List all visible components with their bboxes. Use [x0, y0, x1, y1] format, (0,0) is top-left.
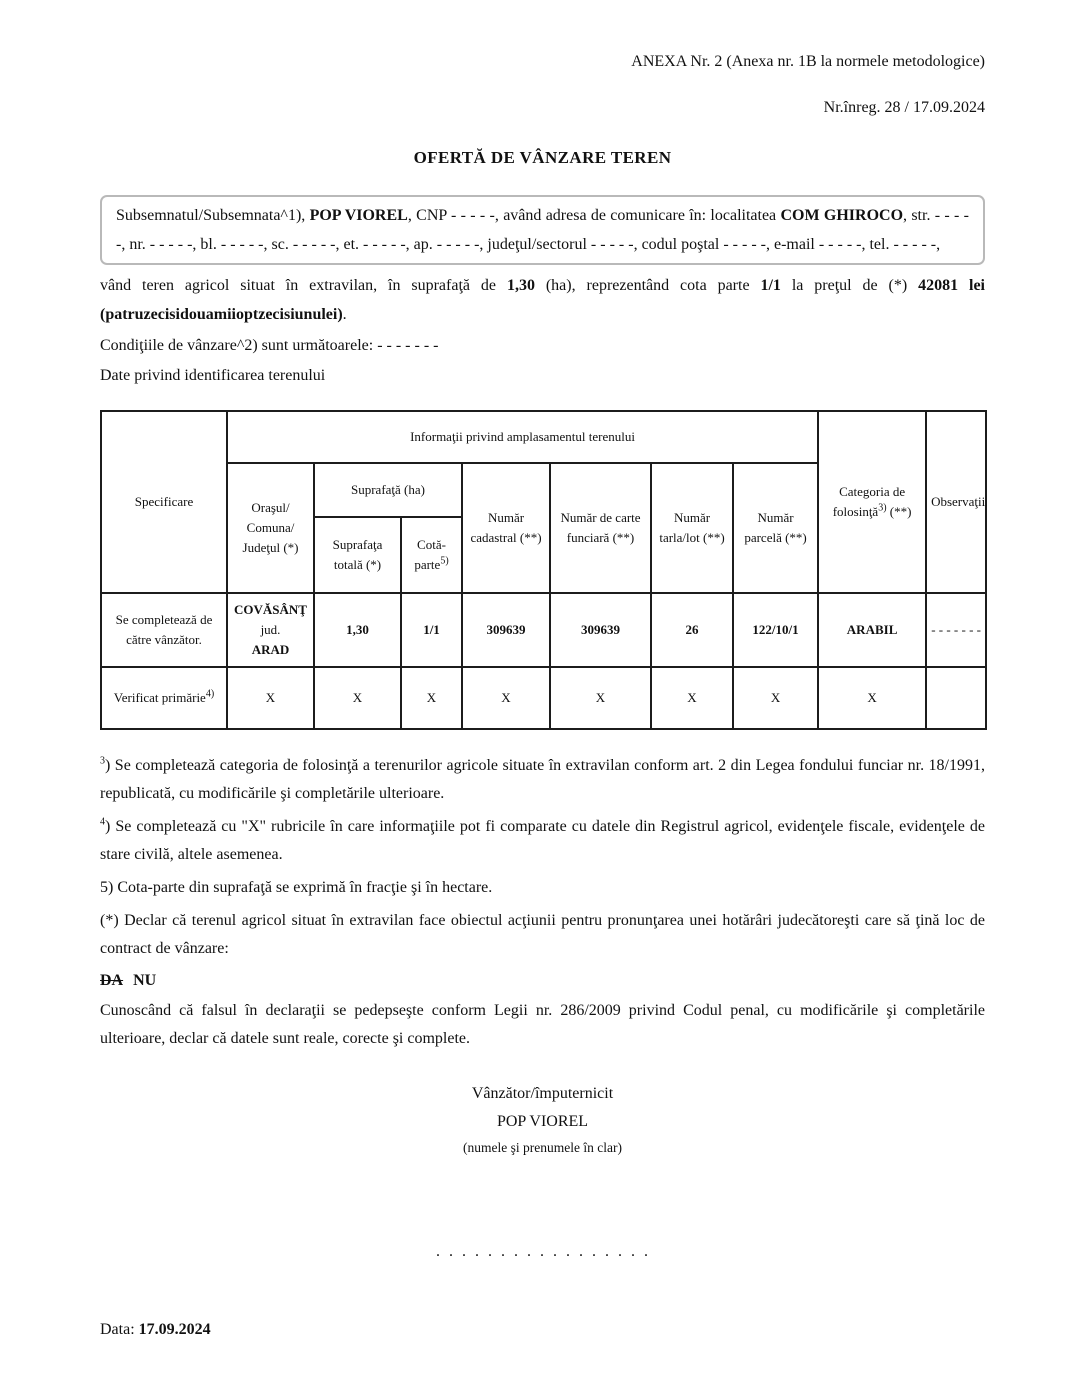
verificat-mark-2: X [400, 666, 463, 730]
signature-role: Vânzător/împuternicit [471, 1085, 614, 1102]
area-total-value: 1,30 [313, 592, 402, 668]
footnote-4: 4) Se completează cu "X" rubricile în ca… [100, 813, 985, 869]
header-categoria-text: Categoria de folosinţă [832, 483, 906, 519]
date-label: Data: [100, 1321, 139, 1338]
locality-name: COM GHIROCO [780, 207, 904, 224]
verificat-label-text: Verificat primărie [113, 689, 206, 705]
header-suprafata-ha: Suprafaţă (ha) [313, 462, 463, 518]
header-numar-parcela: Număr parcelă (**) [731, 462, 820, 594]
share-value: 1/1 [400, 592, 463, 668]
ownership-share-value: 1/1 [760, 277, 781, 294]
header-suprafata-totala: Suprafaţa totală (*) [313, 516, 402, 594]
signature-block: Vânzător/împuternicit POP VIOREL (numele… [100, 1083, 985, 1261]
sale-text-1: vând teren agricol situat în extravilan,… [100, 277, 507, 294]
parcel-number-value: 122/10/1 [731, 592, 820, 668]
declarant-info-box: Subsemnatul/Subsemnata^1), POP VIOREL, C… [100, 195, 985, 265]
document-title: OFERTĂ DE VÂNZARE TEREN [413, 148, 672, 167]
seller-row-label: Se completează de către vânzător. [100, 592, 228, 668]
signature-name: POP VIOREL [496, 1113, 589, 1130]
sale-text-3: la preţul de (*) [780, 277, 919, 294]
footnote-4-ref: 4 [100, 816, 105, 828]
registration-number: Nr.înreg. 28 / 17.09.2024 [823, 99, 985, 116]
header-cota-parte: Cotă- parte5) [400, 516, 463, 594]
signature-dotted-line: . . . . . . . . . . . . . . . . . [436, 1243, 649, 1260]
footnotes-section: 3) Se completează categoria de folosinţă… [100, 752, 985, 1053]
da-option-struck: DA [100, 972, 124, 989]
penal-declaration: Cunoscând că falsul în declaraţii se ped… [100, 1002, 985, 1047]
seller-name: POP VIOREL [309, 207, 408, 224]
observations-value: - - - - - - - [925, 592, 988, 668]
verificat-footnote-ref: 4) [205, 688, 215, 700]
header-categoria-folosinta: Categoria de folosinţă3) (**) [817, 410, 928, 594]
tarla-number-value: 26 [650, 592, 734, 668]
header-orasul: Oraşul/ Comuna/ Judeţul (*) [226, 462, 315, 594]
land-identification-table: Specificare Informaţii privind amplasame… [100, 410, 988, 730]
footnote-3: 3) Se completează categoria de folosinţă… [100, 752, 985, 808]
cadastral-number-value: 309639 [461, 592, 551, 668]
footnote-4-text: ) Se completează cu "X" rubricile în car… [100, 818, 985, 863]
sale-text-5: . [342, 306, 347, 323]
signature-note: (numele şi prenumele în clar) [463, 1140, 622, 1155]
verificat-observations [925, 666, 988, 730]
header-cota-parte-footnote-ref: 5) [440, 555, 449, 567]
court-declaration: (*) Declar că terenul agricol situat în … [100, 912, 985, 957]
header-cota-parte-text: Cotă- parte [414, 536, 446, 572]
footnote-3-ref: 3 [100, 755, 105, 767]
land-identification-label: Date privind identificarea terenului [100, 367, 326, 384]
sale-conditions-line: Condiţiile de vânzare^2) sunt următoarel… [100, 337, 439, 354]
footnote-5: 5) Cota-parte din suprafaţă se exprimă î… [100, 879, 493, 896]
land-area-value: 1,30 [506, 277, 535, 294]
locality-county-value: ARAD [251, 642, 290, 658]
header-categoria-footnote-ref: 3) [878, 502, 887, 514]
header-specificare: Specificare [100, 410, 228, 594]
nu-option: NU [133, 972, 157, 989]
sale-offer-paragraph: vând teren agricol situat în extravilan,… [100, 271, 985, 329]
land-use-category-value: ARABIL [817, 592, 928, 668]
da-nu-choice: DA NU [100, 968, 985, 994]
verificat-mark-7: X [817, 666, 928, 730]
verificat-mark-3: X [461, 666, 551, 730]
locality-cell: COVĂSÂNŢ jud. ARAD [226, 592, 315, 668]
price-value: 42081 lei [918, 277, 985, 294]
verificat-mark-0: X [226, 666, 315, 730]
sale-text-2: (ha), reprezentând cota parte [534, 277, 761, 294]
header-categoria-suffix: (**) [886, 504, 912, 519]
verificat-row-label: Verificat primărie4) [100, 666, 228, 730]
declarant-prefix: Subsemnatul/Subsemnata^1), [116, 207, 310, 224]
verificat-mark-1: X [313, 666, 402, 730]
declarant-suffix: , str. - - - - -, nr. - - - - -, bl. - -… [116, 207, 970, 253]
declarant-middle: , CNP - - - - -, având adresa de comunic… [407, 207, 781, 224]
verificat-mark-6: X [731, 666, 820, 730]
price-in-words: (patruzecisidouamiioptzecisiunulei) [100, 306, 343, 323]
land-book-number-value: 309639 [549, 592, 652, 668]
verificat-mark-4: X [549, 666, 652, 730]
date-value: 17.09.2024 [138, 1321, 211, 1338]
header-numar-tarla: Număr tarla/lot (**) [650, 462, 734, 594]
header-info-amplasament: Informaţii privind amplasamentul terenul… [225, 410, 820, 464]
locality-county-label: jud. [260, 621, 281, 637]
document-page: ANEXA Nr. 2 (Anexa nr. 1B la normele met… [100, 53, 988, 1341]
date-line: Data: 17.09.2024 [100, 1319, 985, 1341]
annex-heading: ANEXA Nr. 2 (Anexa nr. 1B la normele met… [631, 53, 985, 70]
verificat-mark-5: X [650, 666, 734, 730]
locality-commune-value: COVĂSÂNŢ [234, 601, 307, 617]
header-observatii: Observaţii [925, 410, 988, 594]
footnote-3-text: ) Se completează categoria de folosinţă … [100, 757, 985, 802]
header-numar-cadastral: Număr cadastral (**) [461, 462, 551, 594]
header-numar-carte-funciara: Număr de carte funciară (**) [549, 462, 652, 594]
